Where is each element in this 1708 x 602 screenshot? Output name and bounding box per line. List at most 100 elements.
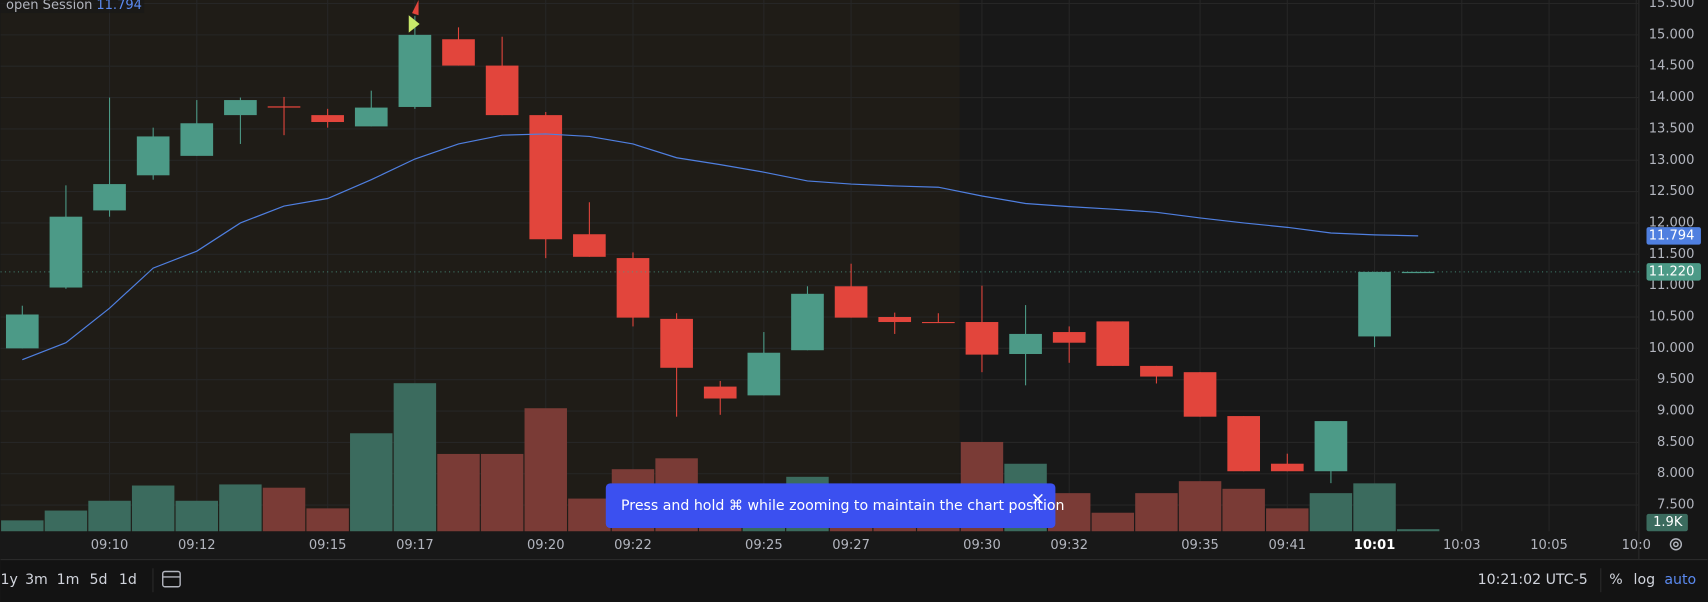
candle-body: [93, 184, 126, 211]
candle-body: [49, 216, 83, 288]
legend-value: 11.794: [96, 0, 142, 13]
candle-body: [1009, 333, 1042, 354]
range-button[interactable]: 1m: [57, 572, 80, 588]
toolbar: [0, 559, 1708, 602]
volume-bar: [262, 487, 306, 532]
ma-line: [22, 133, 1419, 361]
toast-close[interactable]: ×: [1031, 490, 1046, 510]
gear-outer: [1669, 538, 1683, 551]
volume-bar: [480, 453, 524, 532]
volume-bar: [88, 500, 131, 532]
toast-box: [605, 483, 1056, 528]
percent-toggle[interactable]: %: [1609, 572, 1622, 588]
x-tick-label: 09:17: [396, 538, 434, 553]
candle-body: [878, 317, 912, 323]
candle-body: [224, 100, 257, 116]
last-price-badge: [1646, 263, 1701, 281]
candle-body: [703, 386, 737, 399]
x-tick-label: 10:0: [1622, 538, 1651, 553]
volume-badge: [1646, 513, 1688, 532]
candle-body: [1358, 271, 1391, 337]
ma-badge: [1646, 227, 1701, 245]
toast: Press and hold ⌘ while zooming to mainta…: [605, 483, 1065, 528]
legend-background: [0, 0, 145, 14]
legend-name: open Session: [6, 0, 93, 13]
volume-bar: [1178, 481, 1222, 532]
clock: 10:21:02 UTC-5: [1478, 572, 1588, 588]
volume-bar: [437, 453, 480, 532]
log-toggle[interactable]: log: [1634, 572, 1656, 588]
toast-text: Press and hold ⌘ while zooming to mainta…: [621, 498, 1064, 514]
y-tick-label: 8.000: [1657, 466, 1694, 481]
volume-bar: [1091, 512, 1135, 532]
volume-bar: [1353, 483, 1396, 532]
candle-body: [529, 115, 563, 240]
volume-bar: [219, 484, 262, 532]
candle-body: [180, 123, 214, 156]
y-tick-label: 12.000: [1649, 215, 1695, 230]
calendar-frame: [162, 570, 181, 588]
candle-body: [616, 258, 650, 318]
y-tick-label: 13.500: [1649, 121, 1695, 136]
range-button[interactable]: 5d: [90, 572, 108, 588]
volume-bar: [44, 510, 88, 532]
candle-body: [1401, 271, 1435, 274]
candle-body: [442, 39, 475, 66]
volume-bar: [131, 485, 175, 532]
x-tick-label: 09:15: [309, 538, 347, 553]
y-tick-label: 14.000: [1649, 90, 1695, 105]
settings-icon[interactable]: [1669, 538, 1683, 551]
candle-body: [834, 286, 868, 318]
candle-body: [791, 293, 824, 351]
x-tick-label: 09:32: [1050, 538, 1088, 553]
candle-body: [747, 352, 781, 396]
y-tick-label: 15.000: [1649, 27, 1695, 42]
y-tick-label: 9.000: [1657, 404, 1694, 419]
candle-body: [573, 234, 606, 257]
volume-bar: [350, 433, 393, 532]
y-tick-label: 12.500: [1649, 184, 1695, 199]
y-tick-label: 10.000: [1649, 341, 1695, 356]
candle-body: [1140, 365, 1173, 377]
candle-body: [1314, 421, 1348, 472]
x-tick-label: 09:12: [178, 538, 216, 553]
signal-marker: [412, 0, 419, 16]
candle-body: [398, 34, 432, 107]
candle-body: [1096, 321, 1130, 366]
volume-bar: [1396, 529, 1440, 532]
y-tick-label: 7.500: [1657, 498, 1694, 513]
calendar-icon[interactable]: [162, 570, 181, 588]
volume-bar: [175, 500, 219, 532]
ma-label: 11.794: [1649, 228, 1695, 243]
range-button[interactable]: 1d: [119, 572, 137, 588]
y-tick-label: 11.500: [1649, 247, 1695, 262]
range-button[interactable]: 1y: [1, 572, 18, 588]
candle-body: [660, 318, 693, 368]
x-tick-label: 09:25: [745, 538, 783, 553]
candle-body: [485, 65, 519, 116]
volume-label: 1.9K: [1653, 515, 1683, 530]
y-tick-label: 15.500: [1649, 0, 1695, 11]
y-tick-label: 9.500: [1657, 372, 1694, 387]
candle-body: [965, 322, 999, 355]
candle-body: [267, 106, 301, 108]
candle-body: [354, 107, 388, 127]
y-tick-label: 13.000: [1649, 153, 1695, 168]
range-button[interactable]: 3m: [25, 572, 48, 588]
volume-bar: [1222, 488, 1265, 532]
candle-body: [1052, 332, 1086, 343]
session-shade: [0, 0, 960, 532]
x-tick-label: 10:05: [1530, 538, 1568, 553]
candle-body: [136, 136, 170, 176]
x-tick-label: 09:20: [527, 538, 565, 553]
auto-toggle[interactable]: auto: [1664, 572, 1696, 588]
x-tick-label: 09:35: [1181, 538, 1219, 553]
volume-bar: [1, 520, 44, 532]
volume-bar: [524, 408, 567, 532]
x-tick-label: 10:03: [1443, 538, 1481, 553]
y-tick-label: 10.500: [1649, 310, 1695, 325]
x-tick-label: 09:27: [832, 538, 870, 553]
volume-bar: [306, 508, 349, 532]
